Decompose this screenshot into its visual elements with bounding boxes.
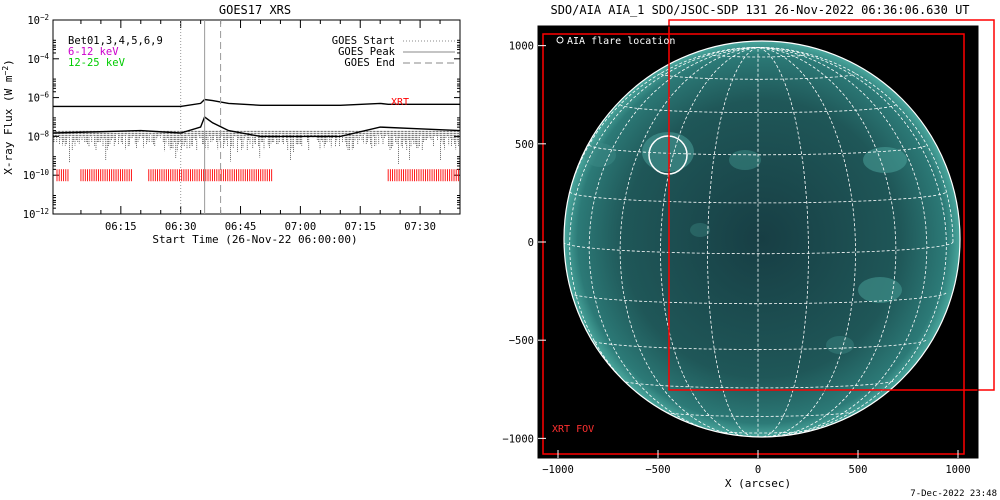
goes-plot-frame — [52, 19, 461, 215]
legend-bet-label: Bet01,3,4,5,6,9 — [68, 35, 163, 47]
xrt-fov-box-outer — [542, 33, 965, 455]
noise-spikes — [53, 130, 459, 164]
aia-x-tick-label: 0 — [755, 464, 761, 476]
goes-event-markers — [180, 20, 222, 214]
longitude-line — [757, 47, 954, 243]
legend-goes-end-label: GOES End — [344, 57, 395, 69]
legend-goes-start-label: GOES Start — [332, 35, 395, 47]
longitude-line — [757, 47, 928, 436]
aia-x-tick-label: 500 — [849, 464, 868, 476]
active-region — [584, 143, 616, 167]
goes-noise-band — [53, 130, 459, 164]
longitude-line — [757, 47, 947, 432]
flare-location-circle — [648, 135, 688, 175]
aia-title: SDO/AIA AIA_1 SDO/JSOC-SDP 131 26-Nov-20… — [550, 3, 969, 17]
x-tick-label: 06:45 — [225, 221, 257, 233]
goes-panel: GOES17 XRS 10−12 10−10 10−8 10−6 10−4 10−2 06… — [1, 3, 461, 246]
longitude-line — [757, 47, 897, 437]
footer-date: 7-Dec-2022 23:48 — [910, 489, 997, 499]
active-region — [858, 277, 902, 303]
xrt-fov-box-inner — [668, 19, 995, 391]
aia-y-tick-label: 0 — [528, 237, 534, 249]
longitude-line — [707, 47, 759, 437]
goes-y-axis-label: X-ray Flux (W m−2) — [1, 59, 16, 175]
sun-active-regions — [584, 132, 907, 354]
aia-x-tick-label: −500 — [645, 464, 670, 476]
sun-disk — [564, 41, 960, 437]
aia-y-ticks: 1000 500 0 −500 −1000 — [502, 41, 546, 445]
y-tick-label: 10−6 — [27, 90, 49, 105]
x-tick-label: 07:30 — [404, 221, 436, 233]
aia-y-tick-label: 500 — [515, 139, 534, 151]
legend-12-25-label: 12-25 keV — [68, 57, 126, 69]
aia-y-tick-label: 1000 — [509, 41, 534, 53]
xrt-fov-label: XRT FOV — [552, 424, 594, 435]
longitude-line — [757, 47, 856, 437]
xrt-annotation: XRT — [391, 97, 409, 108]
longitude-line — [619, 47, 759, 437]
y-tick-label: 10−10 — [23, 168, 50, 183]
x-tick-label: 06:15 — [105, 221, 137, 233]
longitude-line — [660, 47, 759, 437]
aia-y-tick-label: −1000 — [502, 433, 534, 445]
legend-circle-icon — [556, 36, 564, 44]
y-tick-label: 10−4 — [27, 51, 49, 66]
y-tick-label: 10−2 — [27, 13, 49, 28]
goes-y-label-text: X-ray Flux (W m — [2, 75, 15, 175]
limb-outline — [563, 40, 961, 438]
x-tick-label: 07:15 — [344, 221, 376, 233]
active-region — [729, 150, 761, 170]
aia-y-tick-label: −500 — [509, 335, 534, 347]
aia-x-axis-label: X (arcsec) — [725, 477, 791, 490]
latitude-line — [620, 380, 896, 389]
y-tick-label: 10−8 — [27, 129, 49, 144]
active-region — [826, 336, 854, 354]
goes-x-axis-label: Start Time (26-Nov-22 06:00:00) — [152, 233, 357, 246]
longitude-line — [588, 47, 759, 436]
goes-series-line — [52, 115, 461, 138]
aia-legend-label: AIA flare location — [567, 36, 675, 47]
longitude-line — [757, 47, 809, 437]
x-tick-label: 07:00 — [285, 221, 317, 233]
x-tick-label: 06:30 — [165, 221, 197, 233]
active-region — [690, 223, 710, 237]
xrt-coverage-bars — [56, 169, 459, 182]
latitude-line — [589, 339, 927, 350]
legend-goes-peak-label: GOES Peak — [338, 46, 396, 58]
goes-series — [52, 98, 461, 138]
goes-series-line — [53, 98, 460, 108]
aia-x-tick-label: 1000 — [945, 464, 970, 476]
aia-panel: SDO/AIA AIA_1 SDO/JSOC-SDP 131 26-Nov-20… — [502, 3, 995, 490]
latitude-line — [660, 73, 856, 80]
legend-6-12-label: 6-12 keV — [68, 46, 119, 58]
active-region — [863, 147, 907, 173]
y-tick-label: 10−12 — [23, 207, 49, 222]
aia-x-ticks: −1000 −500 0 500 1000 — [542, 450, 971, 476]
heliographic-grid — [564, 47, 954, 437]
goes-title: GOES17 XRS — [219, 3, 291, 17]
aia-x-tick-label: −1000 — [542, 464, 574, 476]
